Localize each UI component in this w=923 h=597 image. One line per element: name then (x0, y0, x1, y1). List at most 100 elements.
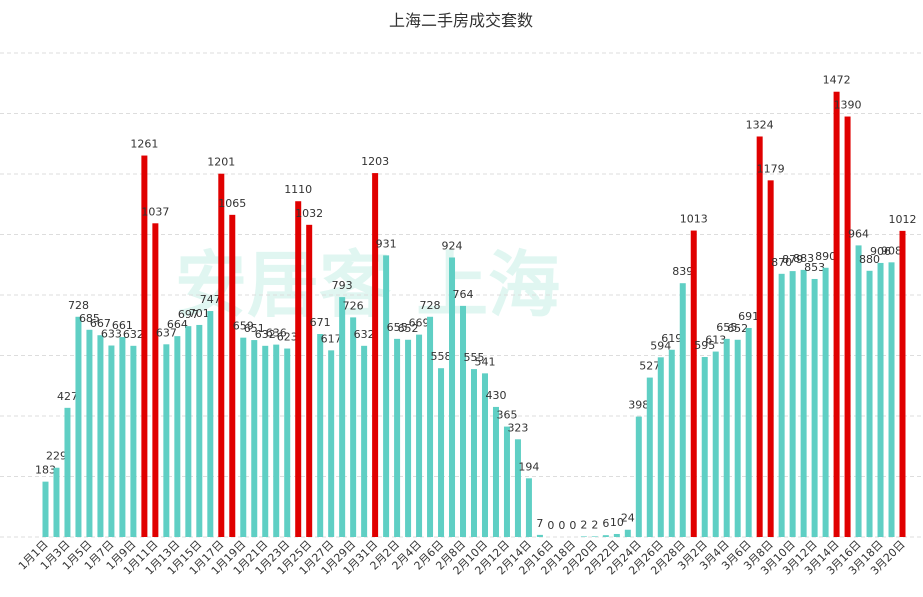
bar (427, 316, 434, 537)
bar (833, 91, 840, 537)
data-label: 1012 (889, 213, 917, 226)
bar (273, 344, 280, 537)
bar (789, 271, 796, 537)
data-label: 728 (68, 299, 89, 312)
bar (679, 283, 686, 537)
data-label: 964 (848, 227, 869, 240)
bar (218, 173, 225, 537)
bar (119, 337, 126, 537)
bar (306, 224, 313, 537)
data-label: 664 (167, 318, 188, 331)
data-label: 1037 (141, 205, 169, 218)
bar (42, 481, 49, 537)
bar (75, 316, 82, 537)
bar (350, 317, 357, 537)
data-label: 613 (705, 334, 726, 347)
data-label: 1201 (207, 156, 235, 169)
bar (295, 201, 302, 537)
bar (152, 223, 159, 537)
data-label: 1032 (295, 207, 323, 220)
bar (383, 255, 390, 537)
data-label: 636 (266, 327, 287, 340)
bar (196, 324, 203, 537)
data-label: 747 (200, 293, 221, 306)
bar (405, 339, 412, 537)
bar (372, 173, 379, 537)
bar (317, 334, 324, 537)
data-label: 870 (771, 256, 792, 269)
bar (86, 329, 93, 537)
data-label: 1110 (284, 183, 312, 196)
bar (460, 305, 467, 537)
data-label: 1261 (130, 138, 158, 151)
bar (108, 345, 115, 537)
data-label: 637 (156, 326, 177, 339)
data-label: 632 (255, 328, 276, 341)
bar (646, 377, 653, 537)
data-label: 879 (782, 253, 803, 266)
data-label: 427 (57, 390, 78, 403)
data-label: 398 (628, 399, 649, 412)
data-label: 671 (310, 316, 331, 329)
bar (438, 368, 445, 537)
bar (624, 529, 631, 537)
data-label: 924 (442, 239, 463, 252)
bar (503, 426, 510, 537)
data-label: 229 (46, 450, 67, 463)
data-label: 541 (474, 355, 495, 368)
data-label: 652 (727, 322, 748, 335)
bar (536, 534, 543, 537)
data-label: 617 (321, 332, 342, 345)
bar (756, 136, 763, 538)
bar (229, 214, 236, 537)
bar (591, 536, 598, 537)
data-label: 880 (859, 253, 880, 266)
data-label: 595 (694, 339, 715, 352)
bar (855, 245, 862, 537)
bar (339, 297, 346, 537)
data-label: 659 (233, 320, 254, 333)
data-label: 594 (650, 339, 671, 352)
bar (723, 338, 730, 537)
bar (163, 344, 170, 537)
data-label: 764 (453, 288, 474, 301)
bar (767, 180, 774, 538)
bar (284, 348, 291, 537)
data-label: 7 (536, 517, 543, 530)
bar (888, 262, 895, 537)
bar (800, 269, 807, 537)
data-label: 652 (398, 322, 419, 335)
bar (745, 327, 752, 537)
data-label: 6 (602, 517, 609, 530)
data-label: 24 (621, 512, 635, 525)
data-label: 558 (431, 350, 452, 363)
data-label: 655 (387, 321, 408, 334)
bar (262, 345, 269, 537)
bar (207, 311, 214, 537)
data-label: 726 (343, 299, 364, 312)
data-label: 908 (881, 244, 902, 257)
bar (481, 373, 488, 537)
data-label: 2 (591, 518, 598, 531)
bar (141, 155, 148, 538)
data-label: 728 (420, 299, 441, 312)
data-label: 1065 (218, 197, 246, 210)
bar (701, 357, 708, 537)
data-label: 10 (610, 516, 624, 529)
bar (492, 406, 499, 537)
data-label: 633 (101, 328, 122, 341)
data-label: 194 (518, 460, 539, 473)
bar (514, 439, 521, 537)
bar (53, 467, 60, 537)
bar (525, 478, 532, 537)
bar (471, 369, 477, 537)
bar (668, 349, 675, 537)
data-label: 632 (123, 328, 144, 341)
chart-title: 上海二手房成交套数 (389, 11, 533, 30)
data-label: 365 (496, 409, 517, 422)
bar (822, 267, 829, 537)
data-label: 669 (409, 317, 430, 330)
data-label: 1203 (361, 155, 389, 168)
data-label: 661 (112, 319, 133, 332)
